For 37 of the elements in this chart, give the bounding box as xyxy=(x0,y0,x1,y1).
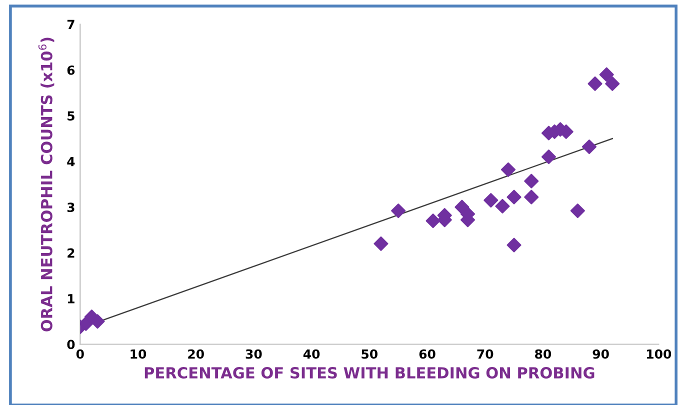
y-tick-label: 0 xyxy=(67,340,75,350)
point xyxy=(426,214,440,228)
y-tick-label: 7 xyxy=(67,20,74,30)
x-tick-label: 80 xyxy=(535,349,552,359)
y-axis-title: ORAL NEUTROPHIL COUNTS (x10$^{6}$) xyxy=(38,38,54,332)
point xyxy=(524,174,539,188)
point xyxy=(599,67,614,82)
point xyxy=(570,204,585,218)
x-tick-label: 90 xyxy=(592,349,609,359)
point xyxy=(588,76,602,91)
point xyxy=(484,192,498,208)
y-tick-label: 3 xyxy=(67,202,74,212)
x-tick-label: 10 xyxy=(130,349,146,359)
point xyxy=(605,76,620,91)
x-tick-label: 70 xyxy=(477,349,494,359)
x-tick-label: 100 xyxy=(647,349,672,359)
x-axis-title: PERCENTAGE OF SITES WITH BLEEDING ON PROBING xyxy=(144,367,594,379)
y-tick-label: 4 xyxy=(67,157,75,166)
y-tick-label: 1 xyxy=(68,294,74,304)
x-tick-label: 30 xyxy=(246,349,262,359)
point xyxy=(495,198,510,214)
y-tick-label: 2 xyxy=(68,248,74,258)
x-tick-label: 40 xyxy=(303,349,320,359)
x-tick-label: 50 xyxy=(362,349,378,359)
y-tick-label: 6 xyxy=(67,65,75,75)
x-tick-label: 0 xyxy=(76,349,84,359)
y-tick-label: 5 xyxy=(68,111,74,121)
point xyxy=(541,150,556,164)
x-tick-label: 60 xyxy=(419,349,436,359)
point xyxy=(374,236,388,251)
point xyxy=(391,204,406,218)
point xyxy=(500,162,516,177)
point xyxy=(506,238,522,252)
x-tick-label: 20 xyxy=(188,349,204,359)
point xyxy=(582,140,597,154)
point xyxy=(506,190,522,204)
point xyxy=(524,190,539,204)
